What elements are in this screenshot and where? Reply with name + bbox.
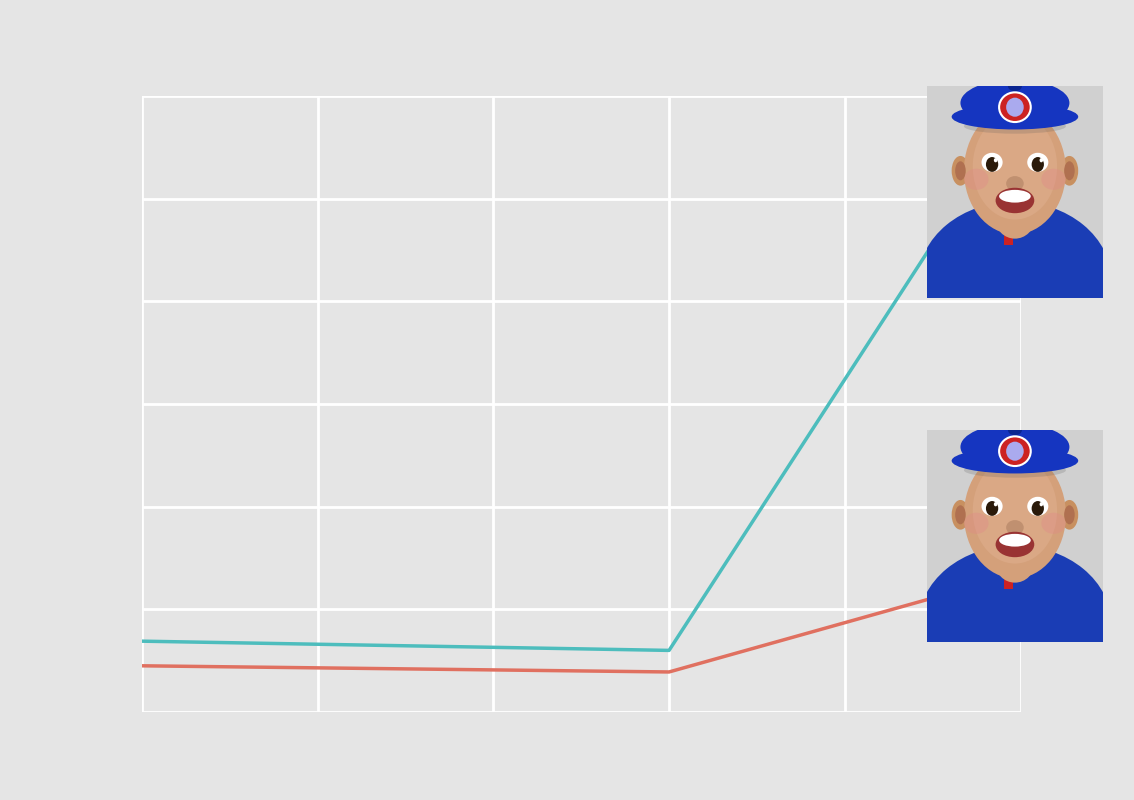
Ellipse shape	[996, 545, 1034, 582]
FancyBboxPatch shape	[1005, 192, 1013, 245]
Ellipse shape	[960, 424, 1069, 470]
FancyBboxPatch shape	[926, 86, 1102, 298]
Ellipse shape	[951, 104, 1078, 130]
Ellipse shape	[960, 80, 1069, 126]
Ellipse shape	[955, 506, 966, 524]
Ellipse shape	[999, 534, 1031, 546]
Ellipse shape	[982, 497, 1002, 516]
Ellipse shape	[919, 546, 1111, 705]
Ellipse shape	[1040, 158, 1043, 162]
Ellipse shape	[1006, 442, 1024, 461]
Ellipse shape	[993, 502, 998, 506]
Ellipse shape	[999, 190, 1031, 202]
Ellipse shape	[919, 202, 1111, 361]
Ellipse shape	[973, 458, 1057, 563]
Ellipse shape	[1006, 98, 1024, 117]
Ellipse shape	[1032, 157, 1044, 172]
FancyBboxPatch shape	[926, 430, 1102, 642]
Ellipse shape	[964, 107, 1066, 234]
Ellipse shape	[999, 92, 1031, 122]
Ellipse shape	[951, 448, 1078, 474]
Ellipse shape	[1041, 513, 1066, 534]
Ellipse shape	[964, 169, 989, 190]
Ellipse shape	[964, 451, 1066, 578]
Ellipse shape	[964, 119, 1066, 134]
Ellipse shape	[1060, 500, 1078, 530]
Ellipse shape	[985, 157, 998, 172]
Ellipse shape	[999, 436, 1031, 466]
Ellipse shape	[1040, 502, 1043, 506]
Ellipse shape	[1064, 506, 1075, 524]
Ellipse shape	[996, 201, 1034, 238]
Ellipse shape	[993, 158, 998, 162]
Ellipse shape	[1006, 520, 1024, 535]
Ellipse shape	[951, 500, 970, 530]
Ellipse shape	[996, 532, 1034, 557]
Ellipse shape	[996, 188, 1034, 214]
Ellipse shape	[964, 463, 1066, 478]
Ellipse shape	[1027, 497, 1048, 516]
Ellipse shape	[951, 156, 970, 186]
FancyBboxPatch shape	[1005, 536, 1013, 589]
Ellipse shape	[964, 513, 989, 534]
Ellipse shape	[973, 114, 1057, 219]
Ellipse shape	[1041, 169, 1066, 190]
Ellipse shape	[1027, 153, 1048, 172]
Ellipse shape	[1006, 176, 1024, 191]
Ellipse shape	[1064, 162, 1075, 180]
Ellipse shape	[1032, 501, 1044, 516]
Ellipse shape	[1008, 425, 1022, 435]
Ellipse shape	[955, 162, 966, 180]
Ellipse shape	[982, 153, 1002, 172]
Ellipse shape	[1060, 156, 1078, 186]
Ellipse shape	[985, 501, 998, 516]
Ellipse shape	[1008, 81, 1022, 91]
